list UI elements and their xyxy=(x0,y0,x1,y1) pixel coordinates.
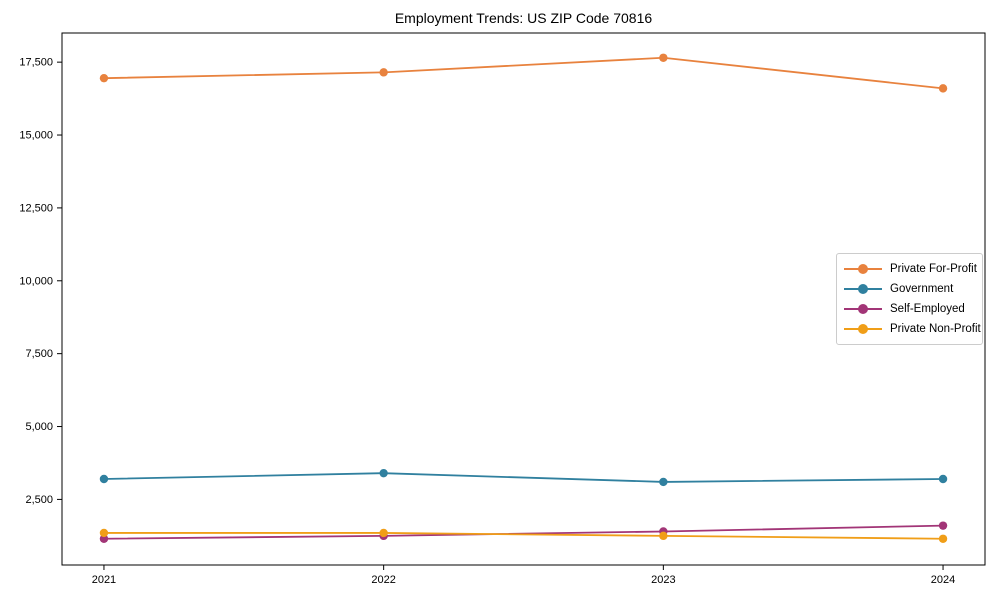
y-axis-tick-label: 5,000 xyxy=(25,421,53,433)
plot-border xyxy=(61,32,986,566)
x-axis-tick-label: 2024 xyxy=(931,574,955,586)
series-line-government xyxy=(103,472,944,483)
series-line-private-for-profit xyxy=(103,56,944,90)
y-axis-tick-label: 7,500 xyxy=(25,348,53,360)
series-marker-private-for-profit xyxy=(938,84,948,93)
series-marker-private-non-profit xyxy=(379,528,388,538)
series-marker-self-employed xyxy=(99,534,109,543)
legend: Private For-Profit Government Self-Employe… xyxy=(836,253,983,345)
legend-label: Government xyxy=(890,283,954,295)
legend-sample-icon xyxy=(844,324,882,334)
series-marker-private-non-profit xyxy=(659,531,668,541)
series-marker-self-employed xyxy=(938,521,948,530)
series-marker-private-for-profit xyxy=(659,53,668,62)
legend-marker-icon xyxy=(858,324,868,334)
series-marker-government xyxy=(659,477,668,487)
legend-entry-self-employed: Self-Employed xyxy=(844,299,975,319)
legend-sample-icon xyxy=(844,284,882,294)
chart-title: Employment Trends: US ZIP Code 70816 xyxy=(394,10,653,26)
legend-sample-icon xyxy=(844,264,882,274)
x-axis-tick-label: 2022 xyxy=(371,574,395,586)
legend-label: Private For-Profit xyxy=(890,263,977,275)
y-axis-tick-label: 12,500 xyxy=(19,202,53,214)
series-marker-government xyxy=(99,474,109,484)
series-marker-private-non-profit xyxy=(99,528,109,538)
legend-marker-icon xyxy=(858,284,868,294)
legend-label: Self-Employed xyxy=(890,303,965,315)
legend-marker-icon xyxy=(858,304,868,314)
y-axis-tick-label: 2,500 xyxy=(25,494,53,506)
series-line-private-non-profit xyxy=(103,532,944,540)
legend-marker-icon xyxy=(858,264,868,274)
series-marker-government xyxy=(938,474,948,484)
x-axis-tick-label: 2021 xyxy=(92,574,116,586)
legend-entry-private-for-profit: Private For-Profit xyxy=(844,259,977,279)
series-marker-private-for-profit xyxy=(379,68,388,77)
y-axis-tick-label: 15,000 xyxy=(19,130,53,142)
series-marker-government xyxy=(379,468,388,478)
y-axis-tick-label: 10,000 xyxy=(19,275,53,287)
legend-sample-icon xyxy=(844,304,882,314)
legend-label: Private Non-Profit xyxy=(890,323,981,335)
x-axis-tick-label: 2023 xyxy=(651,574,675,586)
series-marker-private-non-profit xyxy=(938,534,948,543)
series-marker-private-for-profit xyxy=(99,73,109,83)
y-axis-tick-label: 17,500 xyxy=(19,57,53,69)
legend-entry-government: Government xyxy=(844,279,975,299)
legend-entry-private-non-profit: Private Non-Profit xyxy=(844,319,981,339)
